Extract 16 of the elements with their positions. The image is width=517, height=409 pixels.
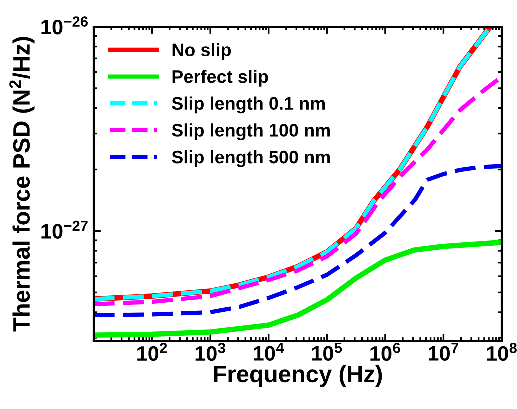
x-tick-label: 10$^{6}$ bbox=[370, 343, 400, 362]
legend-label: Slip length 500 nm bbox=[172, 150, 330, 168]
x-tick-label: 10$^{8}$ bbox=[487, 343, 517, 362]
x-tick-label: 10$^{2}$ bbox=[138, 343, 168, 362]
y-tick-label: 10$^{−27}$ bbox=[42, 220, 88, 239]
y-axis-title: Thermal force PSD (N$^{2}$/Hz) bbox=[10, 37, 35, 332]
y-tick-label: 10$^{−26}$ bbox=[42, 16, 88, 35]
legend-label: Perfect slip bbox=[172, 70, 268, 87]
legend-label: Slip length 100 nm bbox=[172, 124, 330, 141]
x-tick-label: 10$^{7}$ bbox=[428, 343, 459, 361]
legend-label: Slip length 0.1 nm bbox=[172, 96, 326, 114]
x-tick-label: 10$^{3}$ bbox=[196, 343, 226, 362]
x-tick-label: 10$^{4}$ bbox=[254, 343, 284, 361]
x-tick-label: 10$^{5}$ bbox=[312, 343, 342, 361]
legend-label: No slip bbox=[172, 43, 232, 60]
x-axis-title: Frequency (Hz) bbox=[214, 365, 382, 388]
